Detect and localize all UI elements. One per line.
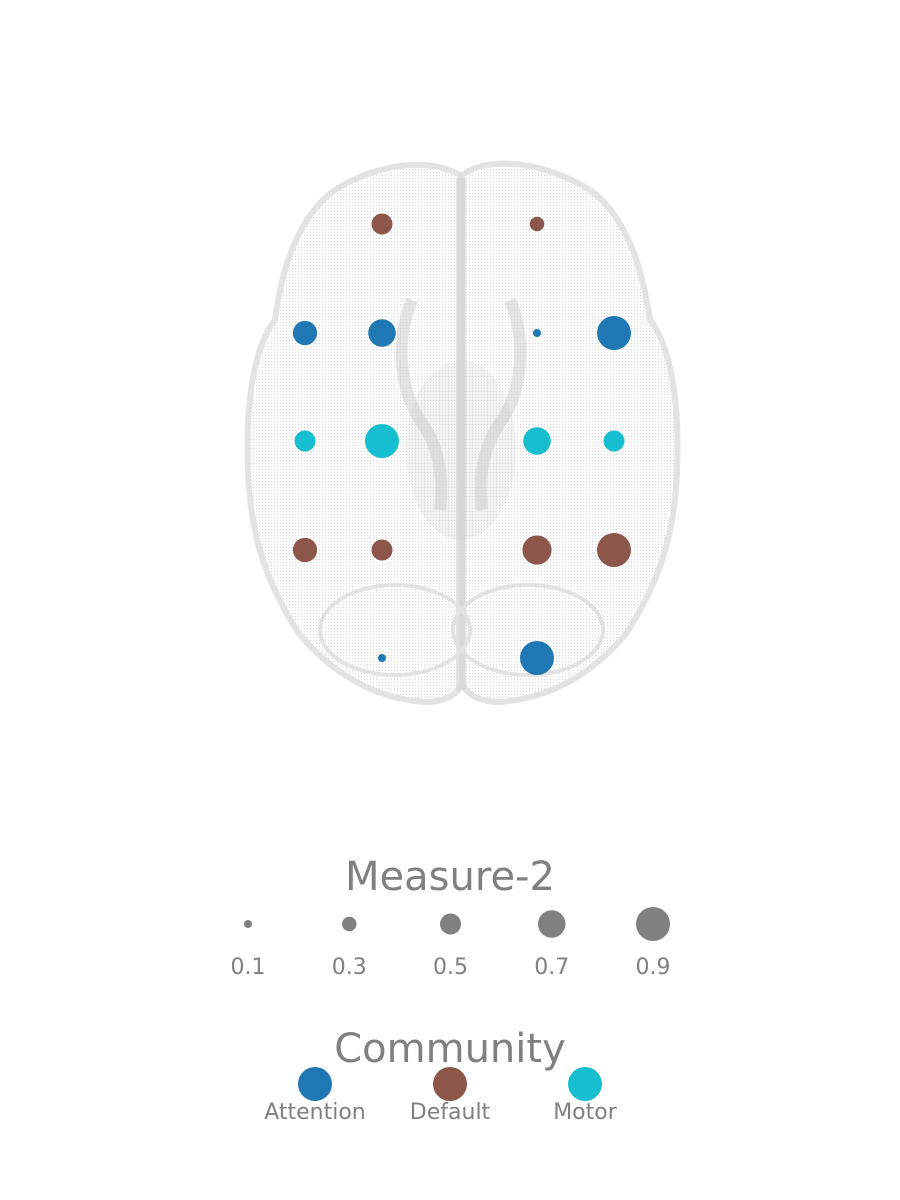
glass-brain-axial <box>244 160 681 706</box>
size-legend-marker-2 <box>440 913 461 935</box>
brain-ventricle-right <box>474 297 527 511</box>
node-motor-7 <box>365 424 399 458</box>
brain-core <box>406 360 516 540</box>
node-default-0 <box>371 213 393 235</box>
node-attention-15 <box>520 641 554 675</box>
node-default-10 <box>292 537 318 563</box>
brain-ventricle-left <box>395 297 448 511</box>
size-legend-label-4: 0.9 <box>636 955 671 980</box>
size-legend-label-3: 0.7 <box>534 955 569 980</box>
node-default-1 <box>529 216 545 232</box>
node-motor-9 <box>603 430 625 452</box>
community-legend-label-default: Default <box>410 1100 491 1125</box>
community-legend-marker-motor <box>568 1067 602 1101</box>
node-attention-2 <box>292 320 318 346</box>
node-attention-4 <box>533 329 541 337</box>
size-legend-marker-0 <box>244 920 252 928</box>
size-legend-marker-4 <box>636 907 670 941</box>
node-default-13 <box>597 533 631 567</box>
node-attention-3 <box>368 319 396 347</box>
brain-cerebellum-right <box>451 583 605 677</box>
size-legend-items: 0.1 0.3 0.5 0.7 0.9 <box>231 907 671 980</box>
node-default-11 <box>371 539 393 561</box>
size-legend-label-2: 0.5 <box>433 955 468 980</box>
community-legend-label-attention: Attention <box>264 1100 366 1125</box>
community-legend-marker-attention <box>298 1067 332 1101</box>
node-motor-8 <box>523 427 551 455</box>
size-legend-marker-1 <box>342 916 357 932</box>
community-legend-title: Community <box>334 1026 566 1072</box>
size-legend-label-0: 0.1 <box>231 955 266 980</box>
brain-outline-right <box>459 160 681 706</box>
community-legend-marker-default <box>433 1067 467 1101</box>
brain-cerebellum-left <box>318 583 472 677</box>
node-attention-5 <box>597 316 631 350</box>
size-legend-title: Measure-2 <box>345 854 555 900</box>
size-legend-marker-3 <box>538 910 566 938</box>
community-legend-items: Attention Default Motor <box>264 1067 618 1125</box>
community-legend-label-motor: Motor <box>553 1100 618 1125</box>
node-default-12 <box>522 535 552 565</box>
node-motor-6 <box>294 430 316 452</box>
community-legend: Community Attention Default Motor <box>264 1026 618 1125</box>
size-legend: Measure-2 0.1 0.3 0.5 0.7 0.9 <box>231 854 671 980</box>
node-attention-14 <box>378 654 386 662</box>
size-legend-label-1: 0.3 <box>332 955 367 980</box>
network-nodes <box>292 213 631 675</box>
